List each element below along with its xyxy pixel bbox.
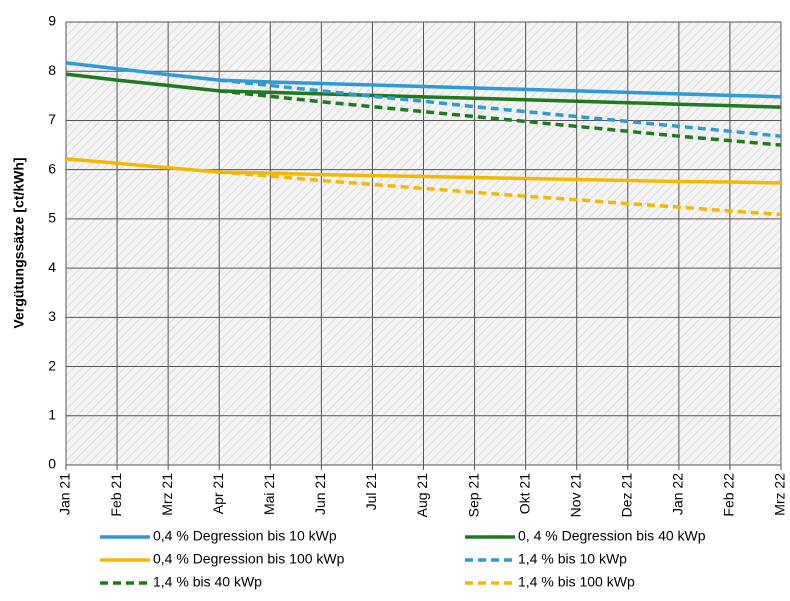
series-line bbox=[219, 78, 782, 138]
x-tick-label: Jul 21 bbox=[363, 473, 379, 511]
y-tick-label: 6 bbox=[48, 160, 56, 176]
x-tick-label: Feb 21 bbox=[108, 473, 124, 517]
y-tick-label: 7 bbox=[48, 111, 56, 127]
y-tick-label: 3 bbox=[48, 308, 56, 324]
legend-label: 1,4 % bis 10 kWp bbox=[518, 551, 627, 567]
x-tick-label: Nov 21 bbox=[567, 473, 583, 518]
y-tick-label: 9 bbox=[48, 13, 56, 29]
y-tick-label: 8 bbox=[48, 62, 56, 78]
legend-label: 0, 4 % Degression bis 40 kWp bbox=[518, 528, 706, 544]
x-tick-label: Jun 21 bbox=[312, 473, 328, 515]
series-line bbox=[65, 157, 782, 185]
x-tick-label: Aug 21 bbox=[414, 473, 430, 518]
x-tick-label: Mai 21 bbox=[261, 473, 277, 515]
legend-label: 1,4 % bis 100 kWp bbox=[518, 574, 635, 590]
legend-label: 0,4 % Degression bis 100 kWp bbox=[153, 551, 345, 567]
y-axis-label: Vergütungssätze [ct/kWh] bbox=[11, 157, 27, 328]
x-tick-label: Okt 21 bbox=[516, 473, 532, 514]
series-line bbox=[65, 72, 782, 109]
x-tick-label: Sep 21 bbox=[465, 473, 481, 518]
x-tick-label: Mrz 22 bbox=[772, 473, 788, 516]
y-tick-label: 0 bbox=[48, 456, 56, 472]
x-tick-label: Jan 21 bbox=[57, 473, 73, 515]
y-tick-label: 1 bbox=[48, 406, 56, 422]
x-tick-label: Dez 21 bbox=[618, 473, 634, 518]
legend-label: 0,4 % Degression bis 10 kWp bbox=[153, 528, 337, 544]
series-line bbox=[219, 170, 782, 217]
legend-label: 1,4 % bis 40 kWp bbox=[153, 574, 262, 590]
x-tick-label: Jan 22 bbox=[670, 473, 686, 515]
series-line bbox=[65, 61, 782, 99]
y-tick-label: 2 bbox=[48, 357, 56, 373]
series-line bbox=[219, 89, 782, 147]
y-tick-label: 5 bbox=[48, 210, 56, 226]
x-tick-label: Mrz 21 bbox=[159, 473, 175, 516]
x-tick-label: Apr 21 bbox=[210, 473, 226, 514]
y-tick-label: 4 bbox=[48, 259, 56, 275]
x-tick-label: Feb 22 bbox=[721, 473, 737, 517]
